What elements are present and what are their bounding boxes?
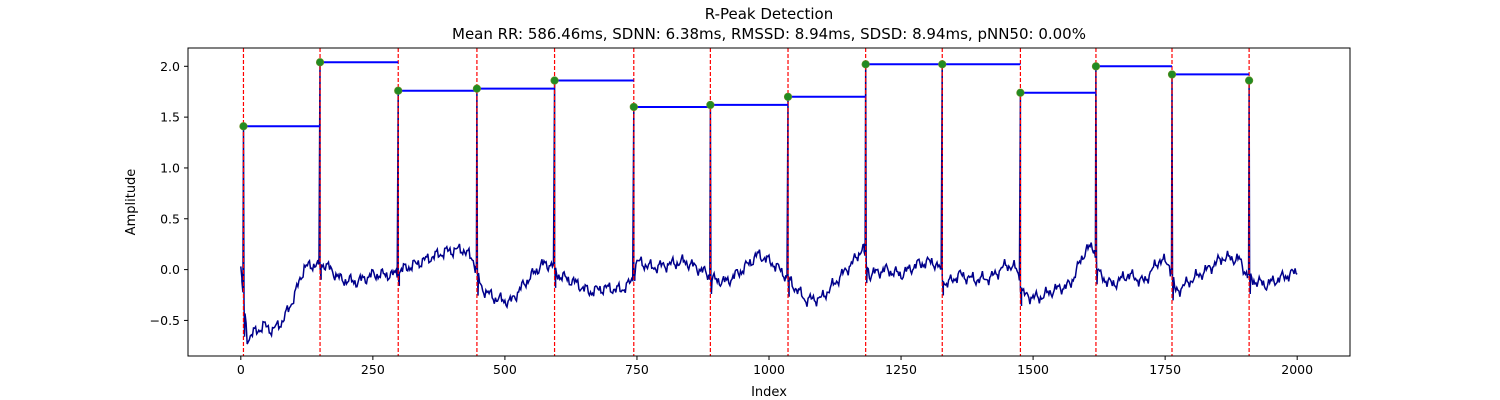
peak-marker xyxy=(1091,62,1101,71)
x-tick-label: 750 xyxy=(625,362,649,377)
peak-marker xyxy=(315,58,325,67)
x-axis-label: Index xyxy=(751,385,787,400)
peak-marker xyxy=(1016,88,1025,97)
peak-marker xyxy=(629,102,638,112)
peak-marker xyxy=(783,92,793,101)
chart-subtitle: Mean RR: 586.46ms, SDNN: 6.38ms, RMSSD: … xyxy=(452,25,1086,43)
y-axis-label: Amplitude xyxy=(124,169,139,236)
y-axis: −0.5 0.0 0.5 1.0 1.5 2.0 xyxy=(150,59,188,328)
y-tick-label: −0.5 xyxy=(150,313,180,328)
x-tick-label: 500 xyxy=(493,362,517,377)
x-tick-label: 2000 xyxy=(1281,362,1313,377)
x-tick-label: 1750 xyxy=(1149,362,1181,377)
peak-marker xyxy=(861,60,870,69)
peak-marker xyxy=(550,76,559,85)
x-tick-label: 1500 xyxy=(1017,362,1049,377)
peak-marker xyxy=(938,60,947,69)
y-tick-label: 1.5 xyxy=(160,110,180,125)
peak-marker xyxy=(706,100,715,110)
y-tick-label: 0.0 xyxy=(160,262,180,277)
peak-marker xyxy=(239,122,248,131)
plot-area xyxy=(239,48,1298,356)
peak-marker xyxy=(394,86,403,95)
x-tick-label: 250 xyxy=(361,362,385,377)
x-tick-label: 0 xyxy=(237,362,245,377)
plot-frame xyxy=(187,47,1351,357)
y-tick-label: 0.5 xyxy=(160,211,180,226)
y-tick-label: 1.0 xyxy=(160,160,180,175)
peak-marker xyxy=(472,84,482,93)
peak-marker xyxy=(1167,70,1177,79)
y-tick-label: 2.0 xyxy=(160,59,180,74)
x-tick-label: 1000 xyxy=(753,362,785,377)
ecg-signal-line xyxy=(240,62,1298,345)
chart-title: R-Peak Detection xyxy=(705,5,833,23)
x-axis: 0 250 500 750 1000 1250 1500 1750 2000 xyxy=(237,356,1313,377)
x-tick-label: 1250 xyxy=(885,362,917,377)
peak-marker xyxy=(1245,76,1254,85)
